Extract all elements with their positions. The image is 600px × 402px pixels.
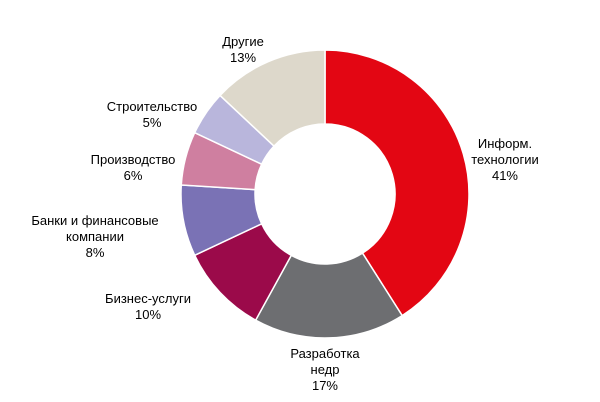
slice-label: Разработка недр 17%: [290, 346, 359, 394]
category-label: Производство: [90, 152, 176, 167]
category-label: Информ. технологии: [471, 136, 539, 167]
value-label: 10%: [134, 307, 162, 322]
slice-label: Информ. технологии 41%: [471, 136, 539, 184]
category-label: Строительство: [106, 99, 198, 114]
donut-slice: [218, 49, 326, 148]
category-label: Банки и финансовые компании: [31, 213, 159, 244]
slice-label: Другие 13%: [222, 34, 264, 66]
donut-slice: [324, 49, 470, 317]
value-label: 13%: [229, 50, 257, 65]
value-label: 8%: [85, 245, 105, 260]
donut-slice: [254, 252, 404, 339]
category-label: Разработка недр: [290, 346, 360, 377]
category-label: Другие: [222, 34, 264, 49]
value-label: 6%: [123, 168, 143, 183]
slice-label: Строительство 5%: [107, 99, 197, 131]
value-label: 41%: [491, 168, 519, 183]
value-label: 5%: [142, 115, 162, 130]
category-label: Бизнес-услуги: [105, 291, 191, 306]
slice-label: Производство 6%: [91, 152, 176, 184]
value-label: 17%: [311, 378, 339, 393]
slice-label: Банки и финансовые компании 8%: [31, 213, 158, 261]
slice-label: Бизнес-услуги 10%: [105, 291, 191, 323]
